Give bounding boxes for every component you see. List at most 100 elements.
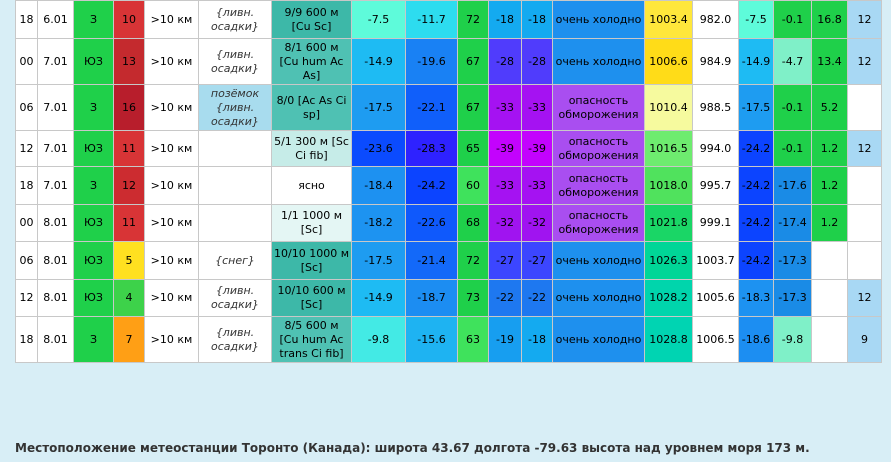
cell-extra-value: [811, 279, 848, 317]
cell-extra-value-2: 12: [847, 279, 882, 317]
cell-pressure-sea-level: 1028.2: [644, 279, 693, 317]
cell-dew-point: -22: [488, 279, 522, 317]
cell-temp-max: -24.2: [738, 166, 774, 205]
cell-pressure-station: 999.1: [692, 204, 739, 242]
cell-pressure-station: 982.0: [692, 0, 739, 39]
cell-temp-min: -9.8: [773, 316, 812, 363]
cell-hour: 18: [15, 316, 38, 363]
cell-comfort: опасность обморожения: [552, 84, 645, 131]
cell-weather-phenomena: [198, 130, 272, 167]
cell-clouds: 9/9 600 м [Cu Sc]: [271, 0, 352, 39]
cell-date: 7.01: [37, 130, 74, 167]
cell-dew-point: -32: [488, 204, 522, 242]
cell-wind-speed: 11: [113, 204, 145, 242]
cell-hour: 06: [15, 241, 38, 280]
cell-extra-value-2: [847, 241, 882, 280]
cell-date: 6.01: [37, 0, 74, 39]
cell-temperature: -18.2: [351, 204, 406, 242]
cell-visibility: >10 км: [144, 0, 199, 39]
cell-effective-temperature: -15.6: [405, 316, 458, 363]
cell-clouds: 10/10 1000 м [Sc]: [271, 241, 352, 280]
cell-extra-value: [811, 316, 848, 363]
cell-comfort: опасность обморожения: [552, 204, 645, 242]
cell-temperature: -14.9: [351, 279, 406, 317]
cell-hour: 12: [15, 279, 38, 317]
cell-feels-like: -33: [521, 84, 553, 131]
cell-comfort: опасность обморожения: [552, 166, 645, 205]
cell-relative-humidity: 60: [457, 166, 489, 205]
cell-feels-like: -39: [521, 130, 553, 167]
cell-date: 7.01: [37, 38, 74, 85]
cell-hour: 06: [15, 84, 38, 131]
cell-temp-min: -17.3: [773, 241, 812, 280]
cell-hour: 00: [15, 204, 38, 242]
cell-comfort: очень холодно: [552, 0, 645, 39]
cell-visibility: >10 км: [144, 316, 199, 363]
cell-pressure-station: 984.9: [692, 38, 739, 85]
cell-pressure-station: 995.7: [692, 166, 739, 205]
cell-relative-humidity: 68: [457, 204, 489, 242]
cell-effective-temperature: -11.7: [405, 0, 458, 39]
cell-weather-phenomena: позёмок {ливн. осадки}: [198, 84, 272, 131]
cell-pressure-sea-level: 1018.0: [644, 166, 693, 205]
cell-relative-humidity: 65: [457, 130, 489, 167]
cell-extra-value-2: [847, 204, 882, 242]
cell-wind-direction: ЮЗ: [73, 279, 114, 317]
cell-temp-min: -17.3: [773, 279, 812, 317]
cell-clouds: 8/1 600 м [Cu hum Ac As]: [271, 38, 352, 85]
cell-relative-humidity: 63: [457, 316, 489, 363]
cell-pressure-station: 988.5: [692, 84, 739, 131]
table-row: 00 8.01 ЮЗ 11 >10 км 1/1 1000 м [Sc] -18.2 -22.…: [15, 204, 882, 242]
cell-wind-direction: З: [73, 84, 114, 131]
cell-temp-max: -14.9: [738, 38, 774, 85]
cell-comfort: очень холодно: [552, 279, 645, 317]
cell-visibility: >10 км: [144, 38, 199, 85]
cell-pressure-sea-level: 1026.3: [644, 241, 693, 280]
cell-weather-phenomena: [198, 166, 272, 205]
table-row: 18 8.01 З 7 >10 км {ливн. осадки} 8/5 600 м [C…: [15, 316, 882, 363]
cell-wind-speed: 11: [113, 130, 145, 167]
cell-visibility: >10 км: [144, 279, 199, 317]
cell-dew-point: -33: [488, 84, 522, 131]
cell-extra-value: 1.2: [811, 204, 848, 242]
cell-hour: 12: [15, 130, 38, 167]
cell-dew-point: -28: [488, 38, 522, 85]
cell-temperature: -7.5: [351, 0, 406, 39]
cell-dew-point: -33: [488, 166, 522, 205]
cell-clouds: 8/0 [Ac As Ci sp]: [271, 84, 352, 131]
cell-visibility: >10 км: [144, 84, 199, 131]
cell-pressure-station: 994.0: [692, 130, 739, 167]
cell-effective-temperature: -19.6: [405, 38, 458, 85]
cell-pressure-station: 1003.7: [692, 241, 739, 280]
cell-temp-max: -18.6: [738, 316, 774, 363]
cell-clouds: 10/10 600 м [Sc]: [271, 279, 352, 317]
cell-weather-phenomena: [198, 204, 272, 242]
cell-temp-max: -24.2: [738, 241, 774, 280]
cell-temperature: -14.9: [351, 38, 406, 85]
cell-temp-max: -7.5: [738, 0, 774, 39]
cell-comfort: очень холодно: [552, 316, 645, 363]
cell-temp-min: -4.7: [773, 38, 812, 85]
cell-effective-temperature: -24.2: [405, 166, 458, 205]
cell-extra-value: 13.4: [811, 38, 848, 85]
cell-clouds: 8/5 600 м [Cu hum Ac trans Ci fib]: [271, 316, 352, 363]
cell-pressure-sea-level: 1006.6: [644, 38, 693, 85]
cell-dew-point: -18: [488, 0, 522, 39]
cell-pressure-sea-level: 1021.8: [644, 204, 693, 242]
cell-visibility: >10 км: [144, 204, 199, 242]
cell-weather-phenomena: {ливн. осадки}: [198, 38, 272, 85]
cell-wind-speed: 4: [113, 279, 145, 317]
cell-extra-value: [811, 241, 848, 280]
cell-temp-max: -24.2: [738, 130, 774, 167]
cell-extra-value-2: 9: [847, 316, 882, 363]
cell-date: 8.01: [37, 279, 74, 317]
cell-clouds: 1/1 1000 м [Sc]: [271, 204, 352, 242]
cell-wind-speed: 10: [113, 0, 145, 39]
cell-relative-humidity: 67: [457, 84, 489, 131]
cell-extra-value-2: [847, 84, 882, 131]
cell-date: 8.01: [37, 316, 74, 363]
cell-temp-max: -17.5: [738, 84, 774, 131]
cell-feels-like: -28: [521, 38, 553, 85]
cell-date: 8.01: [37, 204, 74, 242]
cell-wind-direction: З: [73, 166, 114, 205]
